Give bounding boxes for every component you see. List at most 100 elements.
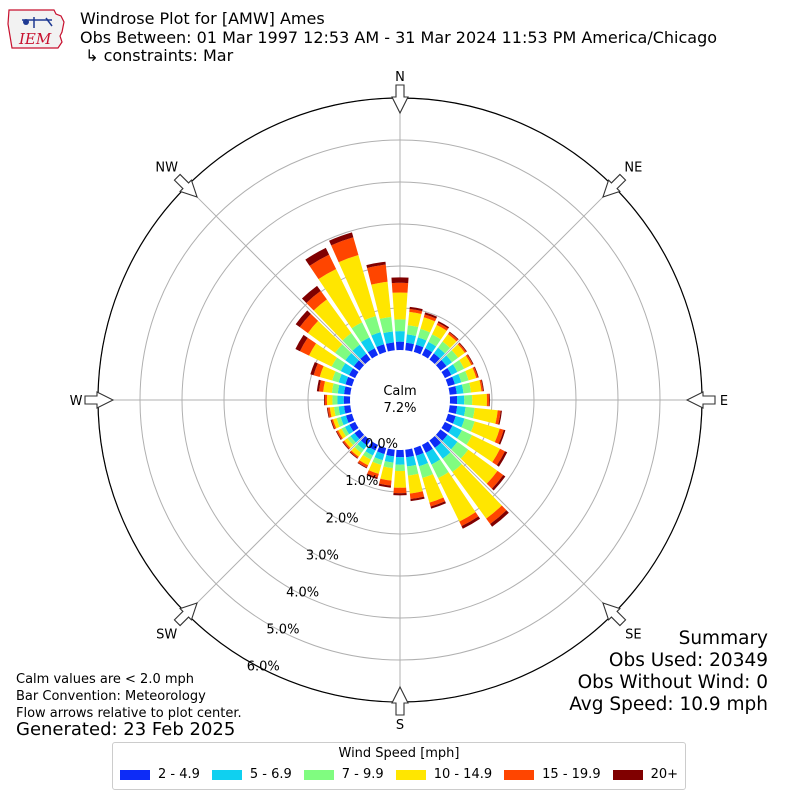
windrose-bar-segment: [349, 451, 358, 459]
windrose-bar-segment: [442, 452, 462, 473]
windrose-bar-segment: [338, 405, 346, 415]
windrose-bar-segment: [340, 415, 349, 426]
windrose-bar-segment: [409, 308, 423, 314]
title-line-period: Obs Between: 01 Mar 1997 12:53 AM - 31 M…: [80, 27, 718, 47]
windrose-bar-segment: [309, 254, 337, 280]
windrose-bar-segment: [338, 255, 376, 321]
windrose-bar-segment: [447, 364, 458, 375]
windrose-bar-segment: [405, 448, 414, 458]
windrose-bar-segment: [447, 332, 459, 342]
windrose-bar-segment: [318, 268, 363, 329]
radial-tick-label: 1.0%: [345, 474, 378, 489]
windrose-bar-segment: [461, 382, 472, 394]
legend-items: 2 - 4.9 5 - 6.9 7 - 9.9 10 - 14.9 15 - 19.9 2…: [113, 767, 685, 782]
windrose-bar-segment: [431, 459, 449, 479]
windrose-bar-segment: [486, 393, 490, 407]
legend-title: Wind Speed [mph]: [338, 746, 460, 761]
windrose-bar-segment: [301, 285, 321, 304]
windrose-bar-segment: [330, 419, 335, 430]
legend-item: 5 - 6.9: [211, 767, 292, 782]
windrose-bar-segment: [481, 379, 484, 392]
windrose-bar-segment: [380, 466, 393, 481]
windrose-bar-segment: [448, 425, 462, 439]
windrose-bar-segment: [306, 290, 327, 311]
windrose-bar-segment: [350, 433, 360, 443]
windrose-bar-segment: [423, 314, 437, 322]
windrose-bar-segment: [313, 299, 352, 341]
windrose-bar-segment: [457, 343, 467, 353]
windrose-bar-segment: [396, 449, 404, 458]
windrose-bar-segment: [430, 501, 446, 509]
windrose-bar-segment: [495, 410, 501, 425]
legend-item: 2 - 4.9: [119, 767, 200, 782]
windrose-bar-segment: [429, 435, 442, 448]
legend-swatch: [504, 769, 535, 780]
windrose-bar-segment: [374, 451, 385, 461]
windrose-bar-segment: [488, 393, 490, 407]
calm-label: Calm: [383, 384, 416, 399]
windrose-bar-segment: [459, 512, 479, 527]
windrose-bar-segment: [471, 421, 500, 443]
ring-gridline: [181, 181, 619, 619]
windrose-bar-segment: [354, 429, 365, 440]
windrose-bar-segment: [350, 450, 359, 459]
windrose-bar-segment: [342, 441, 350, 450]
windrose-bar-segment: [357, 462, 368, 469]
bar-convention-note: Bar Convention: Meteorology: [16, 689, 206, 704]
windrose-bar-segment: [318, 380, 325, 392]
summary-box: Summary Obs Used: 20349 Obs Without Wind…: [569, 628, 768, 716]
windrose-bar-segment: [472, 367, 478, 379]
title-line-station: Windrose Plot for [AMW] Ames: [80, 9, 325, 28]
flow-arrow-icon: [391, 84, 409, 115]
windrose-bar-segment: [406, 464, 419, 476]
windrose-bar-segment: [494, 428, 504, 444]
windrose-bar-segment: [307, 320, 343, 353]
logo-text: IEM: [18, 30, 52, 48]
windrose-bar-segment: [319, 365, 336, 381]
polar-frame: [84, 84, 716, 716]
windrose-bar-segment: [340, 363, 353, 376]
windrose-bar-segment: [415, 337, 427, 348]
windrose-bar-segment: [344, 405, 352, 414]
radial-tick-label: 5.0%: [266, 623, 299, 638]
windrose-bar-segment: [466, 435, 501, 463]
windrose-bar-segment: [458, 342, 467, 352]
windrose-bar-segment: [490, 510, 509, 527]
windrose-bar-segment: [295, 310, 311, 328]
windrose-bar-segment: [310, 362, 318, 376]
windrose-bar-segment: [406, 325, 419, 336]
windrose-bar-segment: [337, 384, 346, 395]
windrose-bar-segment: [323, 381, 334, 393]
windrose-bar-segment: [391, 282, 409, 293]
windrose-bar-segment: [378, 483, 391, 488]
calm-note: Calm values are < 2.0 mph: [16, 672, 195, 687]
legend-item: 10 - 14.9: [395, 767, 492, 782]
windrose-bar-segment: [335, 430, 342, 440]
windrose-bar-segment: [342, 440, 351, 450]
windrose-bar-segment: [342, 333, 360, 351]
legend-item: 7 - 9.9: [303, 767, 384, 782]
flow-arrow-icon: [602, 173, 627, 198]
windrose-bar-segment: [324, 394, 328, 406]
windrose-bar-segment: [344, 438, 354, 448]
windrose-bar-segment: [452, 415, 465, 428]
windrose-bar-segment: [421, 348, 433, 359]
windrose-bar-segment: [338, 374, 349, 385]
windrose-bar-segment: [361, 337, 375, 353]
windrose-bar-segment: [332, 371, 342, 383]
windrose-bar-segment: [455, 406, 466, 416]
windrose-bar-segment: [465, 367, 477, 381]
windrose-bar-segment: [326, 394, 333, 406]
windrose-bar-segment: [448, 405, 458, 414]
flow-arrow-icon: [391, 685, 409, 716]
windrose-bar-segment: [472, 393, 487, 407]
windrose-bar-segment: [366, 261, 386, 268]
windrose-bar-segment: [452, 374, 462, 385]
windrose-bar-segment: [420, 317, 436, 333]
radial-tick-label: 2.0%: [326, 511, 359, 526]
compass-label: SW: [156, 627, 177, 642]
windrose-bar-segment: [326, 407, 330, 418]
windrose-bar-segment: [464, 394, 473, 406]
windrose-bar-segment: [438, 341, 451, 354]
windrose-bar-segment: [360, 353, 371, 365]
